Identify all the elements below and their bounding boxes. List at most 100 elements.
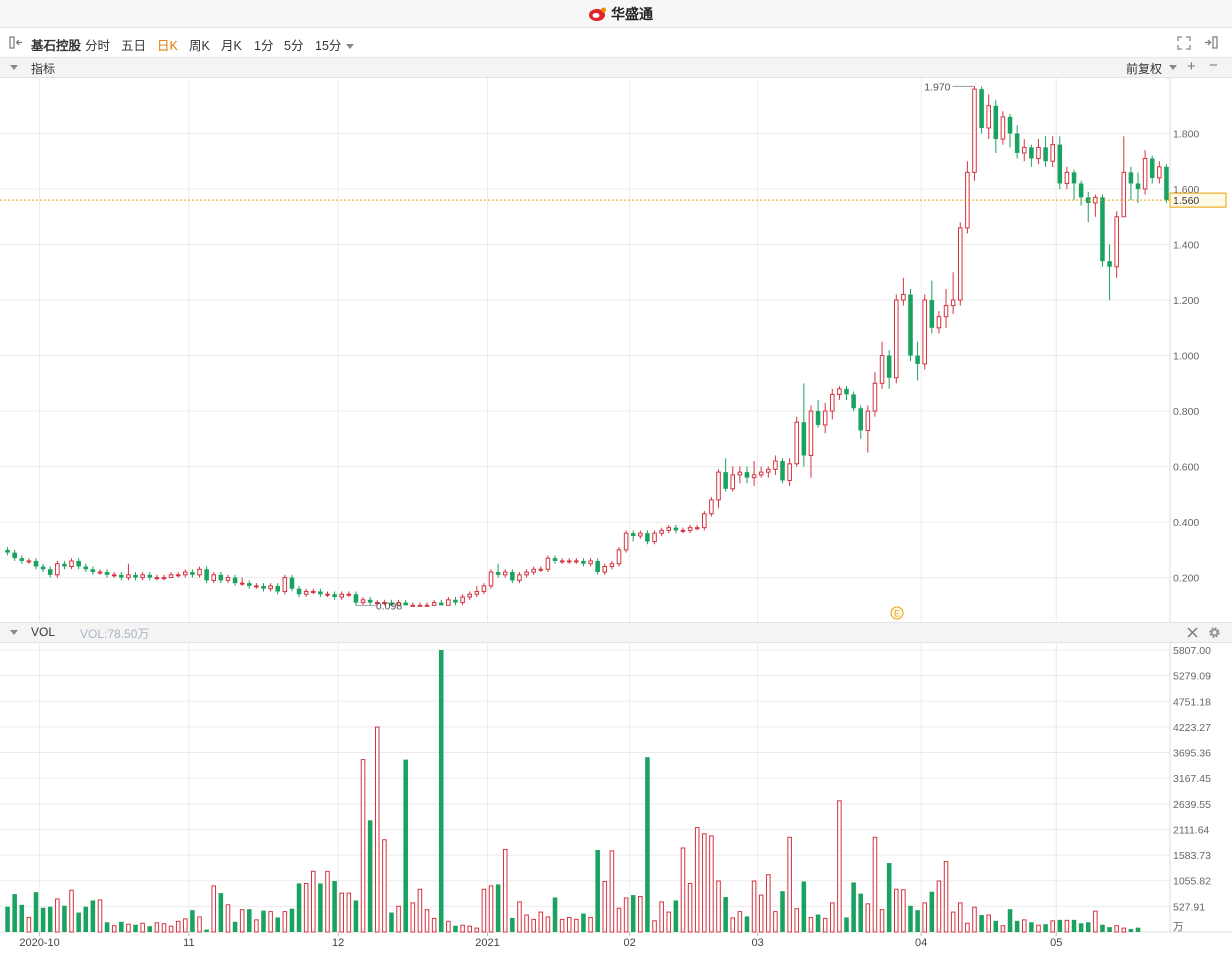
candle[interactable] bbox=[239, 577, 245, 586]
candle[interactable] bbox=[638, 530, 643, 539]
candle[interactable] bbox=[1014, 125, 1020, 159]
candle[interactable] bbox=[972, 86, 977, 181]
candle[interactable] bbox=[879, 341, 885, 389]
candle[interactable] bbox=[1043, 136, 1048, 167]
candle[interactable] bbox=[410, 602, 416, 607]
tab-intraday[interactable]: 分时 bbox=[85, 39, 111, 53]
candle[interactable] bbox=[62, 560, 67, 570]
candle[interactable] bbox=[1149, 155, 1155, 184]
candle[interactable] bbox=[325, 591, 330, 598]
candle[interactable] bbox=[261, 583, 266, 592]
candle[interactable] bbox=[1007, 114, 1013, 148]
candle[interactable] bbox=[460, 594, 465, 606]
candle[interactable] bbox=[467, 591, 472, 600]
adjust-dropdown-icon[interactable] bbox=[1169, 65, 1177, 70]
candle[interactable] bbox=[403, 599, 408, 606]
candle[interactable] bbox=[766, 466, 771, 478]
candle[interactable] bbox=[247, 580, 252, 589]
tab-weekly-k[interactable]: 周K bbox=[189, 39, 210, 53]
candle[interactable] bbox=[389, 599, 394, 606]
candle[interactable] bbox=[154, 574, 160, 581]
candle[interactable] bbox=[197, 566, 202, 578]
candle[interactable] bbox=[702, 510, 707, 531]
candle[interactable] bbox=[346, 591, 352, 598]
candle[interactable] bbox=[318, 588, 323, 598]
candle[interactable] bbox=[446, 597, 451, 606]
collapse-right-icon[interactable] bbox=[1203, 36, 1218, 49]
candle[interactable] bbox=[922, 294, 927, 370]
candle[interactable] bbox=[353, 591, 359, 606]
candle[interactable] bbox=[140, 572, 145, 581]
candle[interactable] bbox=[751, 461, 757, 486]
candle[interactable] bbox=[1100, 194, 1105, 267]
candle[interactable] bbox=[111, 572, 117, 578]
candle[interactable] bbox=[183, 569, 188, 578]
candle[interactable] bbox=[986, 94, 991, 140]
candle[interactable] bbox=[758, 466, 764, 478]
candle[interactable] bbox=[893, 294, 899, 384]
tab-5min[interactable]: 5分 bbox=[284, 39, 304, 53]
candle[interactable] bbox=[83, 563, 89, 573]
candle[interactable] bbox=[538, 566, 544, 573]
collapse-left-icon[interactable] bbox=[9, 36, 24, 49]
candle[interactable] bbox=[566, 558, 572, 564]
candle[interactable] bbox=[709, 497, 714, 517]
candle[interactable] bbox=[175, 572, 181, 578]
candle[interactable] bbox=[1114, 211, 1119, 278]
fullscreen-icon[interactable] bbox=[1177, 36, 1191, 50]
candle[interactable] bbox=[488, 569, 494, 589]
candle[interactable] bbox=[1135, 172, 1141, 203]
candle[interactable] bbox=[161, 574, 167, 581]
candle[interactable] bbox=[1064, 166, 1070, 190]
candle[interactable] bbox=[609, 560, 615, 570]
candle[interactable] bbox=[474, 585, 480, 598]
candle[interactable] bbox=[552, 555, 558, 564]
candle[interactable] bbox=[332, 591, 337, 600]
candle[interactable] bbox=[211, 572, 217, 584]
candle[interactable] bbox=[915, 341, 920, 381]
candle[interactable] bbox=[495, 563, 501, 578]
remove-indicator-icon[interactable]: − bbox=[1209, 57, 1218, 74]
volume-chart[interactable]: 5807.00 5279.09 4751.18 4223.27 3695.36 3167.… bbox=[0, 642, 1232, 956]
candle[interactable] bbox=[815, 399, 821, 428]
candle[interactable] bbox=[382, 599, 387, 606]
candle[interactable] bbox=[1093, 194, 1098, 217]
candle[interactable] bbox=[908, 288, 913, 362]
candle[interactable] bbox=[822, 402, 828, 434]
candle[interactable] bbox=[204, 566, 209, 584]
candle[interactable] bbox=[254, 583, 259, 589]
candle[interactable] bbox=[1071, 169, 1077, 201]
candle[interactable] bbox=[1050, 136, 1055, 167]
candle[interactable] bbox=[481, 583, 487, 595]
candle[interactable] bbox=[517, 572, 522, 584]
candle[interactable] bbox=[837, 386, 842, 400]
candle[interactable] bbox=[310, 588, 316, 595]
candle[interactable] bbox=[104, 569, 110, 578]
candle[interactable] bbox=[40, 563, 46, 573]
candle[interactable] bbox=[225, 574, 231, 584]
candle[interactable] bbox=[545, 555, 551, 573]
candle[interactable] bbox=[424, 602, 430, 607]
candle[interactable] bbox=[716, 469, 721, 509]
add-indicator-icon[interactable]: + bbox=[1187, 58, 1196, 75]
candle[interactable] bbox=[97, 569, 103, 575]
candle[interactable] bbox=[886, 350, 892, 389]
candle[interactable] bbox=[502, 569, 508, 578]
candle[interactable] bbox=[645, 530, 650, 545]
close-icon[interactable] bbox=[1187, 627, 1198, 638]
candle[interactable] bbox=[623, 530, 629, 553]
candle[interactable] bbox=[559, 558, 565, 564]
candle[interactable] bbox=[367, 597, 373, 606]
candle[interactable] bbox=[90, 566, 96, 575]
candle[interactable] bbox=[26, 558, 32, 564]
candle[interactable] bbox=[168, 572, 174, 579]
candle[interactable] bbox=[588, 558, 593, 567]
candle[interactable] bbox=[630, 530, 636, 542]
candle[interactable] bbox=[339, 591, 344, 600]
candle[interactable] bbox=[965, 161, 970, 234]
candle[interactable] bbox=[950, 272, 956, 314]
candle[interactable] bbox=[1128, 166, 1134, 201]
candle[interactable] bbox=[680, 527, 686, 534]
candle[interactable] bbox=[1000, 111, 1006, 145]
candle[interactable] bbox=[190, 569, 195, 578]
